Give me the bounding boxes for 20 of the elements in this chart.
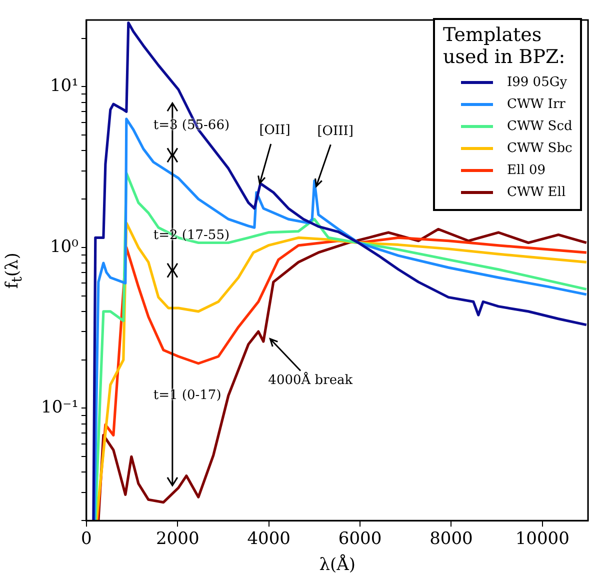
y-tick-label: 10¹ bbox=[50, 76, 78, 96]
x-tick-label: 4000 bbox=[247, 529, 290, 550]
annotation: 4000Å break bbox=[268, 373, 353, 388]
legend-label: CWW Sbc bbox=[507, 140, 572, 156]
y-tick-label: 10⁻¹ bbox=[41, 398, 78, 418]
legend-label: CWW Irr bbox=[507, 96, 566, 112]
x-tick-label: 8000 bbox=[430, 529, 473, 550]
x-axis-title: λ(Å) bbox=[319, 555, 356, 575]
x-tick-label: 2000 bbox=[156, 529, 200, 550]
legend-label: CWW Scd bbox=[507, 118, 572, 134]
legend-label: I99 05Gy bbox=[507, 74, 568, 90]
legend-title: Templates used in BPZ: bbox=[443, 24, 566, 68]
legend-label: CWW Ell bbox=[507, 184, 566, 200]
x-tick-label: 6000 bbox=[338, 529, 382, 550]
annotation: [OII] bbox=[259, 122, 290, 138]
y-tick-label: 10⁰ bbox=[50, 236, 79, 257]
annotation: [OIII] bbox=[317, 124, 354, 139]
x-tick-label: 10000 bbox=[515, 529, 570, 550]
legend-label: Ell 09 bbox=[507, 162, 546, 178]
x-tick-label: 0 bbox=[81, 529, 92, 550]
